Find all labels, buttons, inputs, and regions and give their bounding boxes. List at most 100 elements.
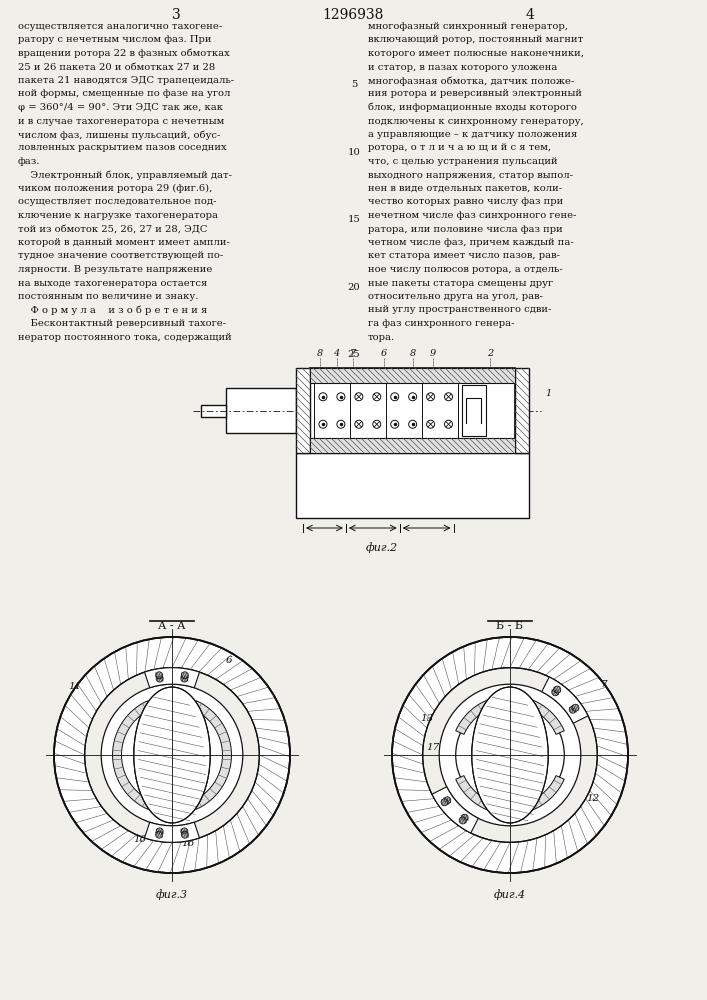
Text: подключены к синхронному генератору,: подключены к синхронному генератору, (368, 116, 584, 125)
Text: 8: 8 (409, 349, 416, 358)
Circle shape (182, 831, 188, 838)
Circle shape (337, 393, 345, 401)
Text: 11: 11 (69, 682, 82, 691)
Text: ротора, о т л и ч а ю щ и й с я тем,: ротора, о т л и ч а ю щ и й с я тем, (368, 143, 551, 152)
Text: 7: 7 (601, 680, 608, 689)
Text: 15: 15 (348, 215, 361, 224)
Text: постоянным по величине и знаку.: постоянным по величине и знаку. (18, 292, 199, 301)
Polygon shape (542, 677, 588, 723)
Text: 1: 1 (545, 389, 551, 398)
Circle shape (373, 393, 381, 401)
Text: 1б: 1б (181, 839, 194, 848)
Text: 8: 8 (317, 349, 323, 358)
Text: ный углу пространственного сдви-: ный углу пространственного сдви- (368, 306, 551, 314)
Polygon shape (456, 696, 564, 734)
Text: ратора, или половине числа фаз при: ратора, или половине числа фаз при (368, 225, 563, 233)
Circle shape (439, 684, 580, 826)
Circle shape (101, 684, 243, 826)
Circle shape (441, 799, 448, 806)
Bar (462, 385, 486, 436)
Text: φ = 360°/4 = 90°. Эти ЭДС так же, как: φ = 360°/4 = 90°. Эти ЭДС так же, как (18, 103, 223, 112)
Circle shape (85, 668, 259, 842)
Polygon shape (144, 668, 199, 688)
Circle shape (409, 393, 416, 401)
Circle shape (355, 420, 363, 428)
Circle shape (54, 637, 290, 873)
Bar (310, 438, 515, 453)
Text: и статор, в пазах которого уложена: и статор, в пазах которого уложена (368, 62, 557, 72)
Circle shape (156, 672, 163, 679)
Polygon shape (432, 787, 478, 833)
Text: выходного напряжения, статор выпол-: выходного напряжения, статор выпол- (368, 170, 573, 180)
Text: а управляющие – к датчику положения: а управляющие – к датчику положения (368, 130, 577, 139)
Circle shape (391, 393, 399, 401)
Bar (296, 368, 310, 453)
Text: чиком положения ротора 29 (фиг.6),: чиком положения ротора 29 (фиг.6), (18, 184, 212, 193)
Text: нен в виде отдельных пакетов, коли-: нен в виде отдельных пакетов, коли- (368, 184, 562, 193)
Circle shape (373, 420, 381, 428)
Text: Б - Б: Б - Б (496, 621, 523, 631)
Text: вращении ротора 22 в фазных обмотках: вращении ротора 22 в фазных обмотках (18, 49, 230, 58)
Text: фиг.4: фиг.4 (494, 889, 526, 900)
Text: нератор постоянного тока, содержащий: нератор постоянного тока, содержащий (18, 332, 232, 342)
Text: включающий ротор, постоянный магнит: включающий ротор, постоянный магнит (368, 35, 583, 44)
Text: 1296938: 1296938 (322, 8, 384, 22)
Text: 10: 10 (348, 148, 361, 157)
Text: 12: 12 (586, 794, 600, 803)
Text: числом фаз, лишены пульсаций, обус-: числом фаз, лишены пульсаций, обус- (18, 130, 221, 139)
Circle shape (460, 817, 466, 824)
Text: пакета 21 наводятся ЭДС трапецеидаль-: пакета 21 наводятся ЭДС трапецеидаль- (18, 76, 234, 85)
Text: ратору с нечетным числом фаз. При: ратору с нечетным числом фаз. При (18, 35, 211, 44)
Ellipse shape (134, 687, 210, 823)
Text: 25 и 26 пакета 20 и обмотках 27 и 28: 25 и 26 пакета 20 и обмотках 27 и 28 (18, 62, 215, 72)
Bar (201, 404, 226, 416)
Circle shape (569, 706, 576, 713)
Polygon shape (192, 701, 231, 809)
Text: фиг.2: фиг.2 (366, 542, 398, 553)
Circle shape (572, 704, 579, 711)
Circle shape (182, 672, 188, 679)
Polygon shape (456, 776, 564, 814)
Text: которой в данный момент имеет ампли-: которой в данный момент имеет ампли- (18, 238, 230, 247)
Bar (310, 368, 515, 453)
Text: ной формы, смещенные по фазе на угол: ной формы, смещенные по фазе на угол (18, 90, 230, 99)
Circle shape (392, 637, 628, 873)
Circle shape (319, 420, 327, 428)
Ellipse shape (472, 687, 548, 823)
Text: 20: 20 (348, 283, 361, 292)
Text: чество которых равно числу фаз при: чество которых равно числу фаз при (368, 198, 563, 207)
Text: 7: 7 (350, 349, 356, 358)
Text: Ф о р м у л а    и з о б р е т е н и я: Ф о р м у л а и з о б р е т е н и я (18, 306, 207, 315)
Circle shape (445, 393, 452, 401)
Circle shape (423, 668, 597, 842)
Text: лярности. В результате напряжение: лярности. В результате напряжение (18, 265, 212, 274)
Text: четном числе фаз, причем каждый па-: четном числе фаз, причем каждый па- (368, 238, 574, 247)
Circle shape (181, 828, 188, 835)
Text: ные пакеты статора смещены друг: ные пакеты статора смещены друг (368, 278, 553, 288)
Text: кет статора имеет число пазов, рав-: кет статора имеет число пазов, рав- (368, 251, 560, 260)
Text: 2: 2 (487, 349, 493, 358)
Text: многофазная обмотка, датчик положе-: многофазная обмотка, датчик положе- (368, 76, 574, 86)
Polygon shape (112, 701, 151, 809)
Bar (226, 388, 296, 433)
Circle shape (156, 828, 163, 835)
Circle shape (319, 393, 327, 401)
Text: блок, информационные входы которого: блок, информационные входы которого (368, 103, 577, 112)
Text: ния ротора и реверсивный электронный: ния ротора и реверсивный электронный (368, 90, 582, 99)
Circle shape (118, 701, 226, 809)
Text: 6: 6 (226, 656, 232, 665)
Bar (515, 368, 529, 453)
Text: относительно друга на угол, рав-: относительно друга на угол, рав- (368, 292, 543, 301)
Text: 13: 13 (421, 714, 434, 723)
Bar (296, 453, 529, 518)
Circle shape (156, 675, 163, 682)
Text: 6: 6 (380, 349, 387, 358)
Polygon shape (144, 822, 199, 842)
Text: 25: 25 (348, 350, 361, 359)
Text: 10: 10 (134, 835, 147, 844)
Text: и в случае тахогенератора с нечетным: и в случае тахогенератора с нечетным (18, 116, 224, 125)
Circle shape (426, 420, 435, 428)
Text: ловленных раскрытием пазов соседних: ловленных раскрытием пазов соседних (18, 143, 227, 152)
Text: на выходе тахогенератора остается: на выходе тахогенератора остается (18, 278, 207, 288)
Text: той из обмоток 25, 26, 27 и 28, ЭДС: той из обмоток 25, 26, 27 и 28, ЭДС (18, 225, 207, 233)
